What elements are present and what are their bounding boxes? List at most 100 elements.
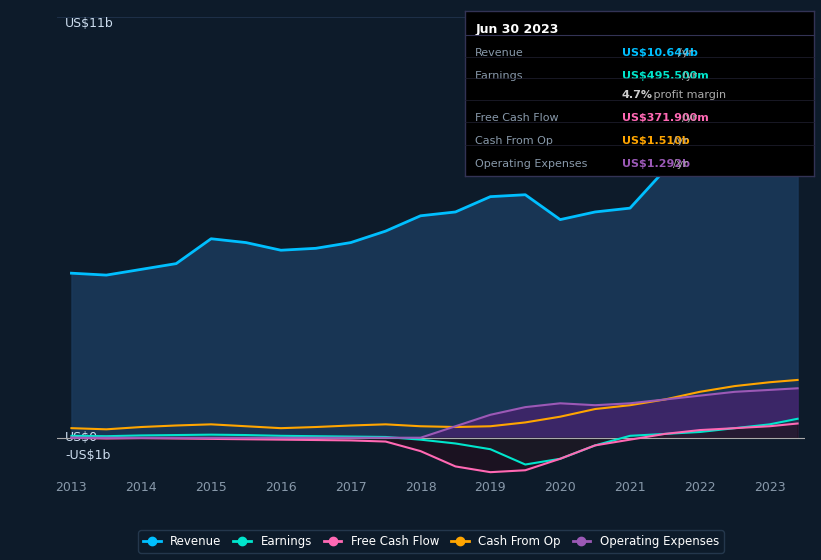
Earnings	[625, 432, 635, 439]
Free Cash Flow	[381, 438, 391, 445]
Text: /yr: /yr	[677, 48, 693, 58]
Operating Expenses	[792, 385, 802, 391]
Cash From Op	[346, 422, 355, 429]
Cash From Op	[730, 382, 740, 389]
Earnings	[381, 433, 391, 440]
Operating Expenses	[415, 435, 425, 441]
Revenue	[102, 272, 112, 278]
Free Cash Flow	[792, 420, 802, 427]
Cash From Op	[625, 402, 635, 409]
Revenue	[172, 260, 181, 267]
Operating Expenses	[102, 435, 112, 441]
Cash From Op	[241, 423, 251, 430]
Free Cash Flow	[764, 423, 774, 430]
Revenue	[590, 209, 600, 216]
Operating Expenses	[695, 392, 704, 399]
Operating Expenses	[590, 402, 600, 409]
Earnings	[346, 433, 355, 440]
Revenue	[241, 239, 251, 246]
Text: US$10.644b: US$10.644b	[621, 48, 698, 58]
Free Cash Flow	[276, 436, 286, 443]
Text: US$11b: US$11b	[65, 17, 113, 30]
Earnings	[415, 436, 425, 443]
Cash From Op	[311, 424, 321, 431]
Cash From Op	[67, 425, 76, 432]
Operating Expenses	[730, 389, 740, 395]
Free Cash Flow	[451, 463, 461, 470]
Earnings	[241, 432, 251, 438]
Revenue	[695, 109, 704, 116]
Text: Jun 30 2023: Jun 30 2023	[475, 23, 558, 36]
Text: Revenue: Revenue	[475, 48, 524, 58]
Line: Revenue: Revenue	[71, 30, 797, 275]
Earnings	[276, 432, 286, 439]
Revenue	[625, 205, 635, 212]
Revenue	[346, 239, 355, 246]
Revenue	[521, 192, 530, 198]
Cash From Op	[660, 396, 670, 403]
Earnings	[730, 425, 740, 432]
Earnings	[660, 431, 670, 437]
Cash From Op	[276, 425, 286, 432]
Free Cash Flow	[625, 436, 635, 443]
Earnings	[136, 432, 146, 439]
Operating Expenses	[67, 435, 76, 441]
Operating Expenses	[555, 400, 565, 407]
Free Cash Flow	[206, 436, 216, 442]
Text: US$495.500m: US$495.500m	[621, 72, 709, 81]
Text: /yr: /yr	[673, 136, 688, 146]
Free Cash Flow	[521, 467, 530, 474]
Cash From Op	[206, 421, 216, 428]
Free Cash Flow	[730, 425, 740, 432]
Earnings	[590, 442, 600, 449]
Operating Expenses	[764, 386, 774, 393]
Operating Expenses	[381, 435, 391, 441]
Earnings	[172, 432, 181, 438]
Text: -US$1b: -US$1b	[65, 449, 110, 462]
Text: /yr: /yr	[682, 72, 697, 81]
Operating Expenses	[172, 435, 181, 441]
Cash From Op	[485, 423, 495, 430]
Earnings	[764, 421, 774, 428]
Free Cash Flow	[172, 435, 181, 442]
Revenue	[660, 166, 670, 173]
Operating Expenses	[311, 435, 321, 441]
Revenue	[485, 193, 495, 200]
Earnings	[555, 455, 565, 462]
Operating Expenses	[206, 435, 216, 441]
Text: Earnings: Earnings	[475, 72, 524, 81]
Cash From Op	[590, 405, 600, 412]
Operating Expenses	[660, 396, 670, 403]
Free Cash Flow	[346, 437, 355, 444]
Earnings	[695, 428, 704, 435]
Earnings	[206, 431, 216, 438]
Free Cash Flow	[67, 435, 76, 441]
Text: Operating Expenses: Operating Expenses	[475, 159, 588, 169]
Legend: Revenue, Earnings, Free Cash Flow, Cash From Op, Operating Expenses: Revenue, Earnings, Free Cash Flow, Cash …	[139, 530, 723, 553]
Operating Expenses	[521, 404, 530, 410]
Text: /yr: /yr	[673, 159, 688, 169]
Text: US$1.292b: US$1.292b	[621, 159, 690, 169]
Revenue	[381, 228, 391, 235]
Text: US$0: US$0	[65, 431, 98, 444]
Free Cash Flow	[660, 431, 670, 437]
Line: Free Cash Flow: Free Cash Flow	[71, 423, 797, 472]
Line: Cash From Op: Cash From Op	[71, 380, 797, 430]
Operating Expenses	[136, 435, 146, 441]
Operating Expenses	[625, 400, 635, 407]
Revenue	[730, 71, 740, 78]
Cash From Op	[381, 421, 391, 428]
Cash From Op	[764, 379, 774, 386]
Cash From Op	[521, 419, 530, 426]
Revenue	[415, 212, 425, 219]
Revenue	[792, 27, 802, 34]
Operating Expenses	[276, 435, 286, 441]
Free Cash Flow	[102, 435, 112, 442]
Cash From Op	[792, 376, 802, 383]
Revenue	[311, 245, 321, 251]
Cash From Op	[136, 424, 146, 431]
Operating Expenses	[451, 423, 461, 430]
Revenue	[764, 32, 774, 39]
Free Cash Flow	[415, 448, 425, 455]
Free Cash Flow	[695, 427, 704, 433]
